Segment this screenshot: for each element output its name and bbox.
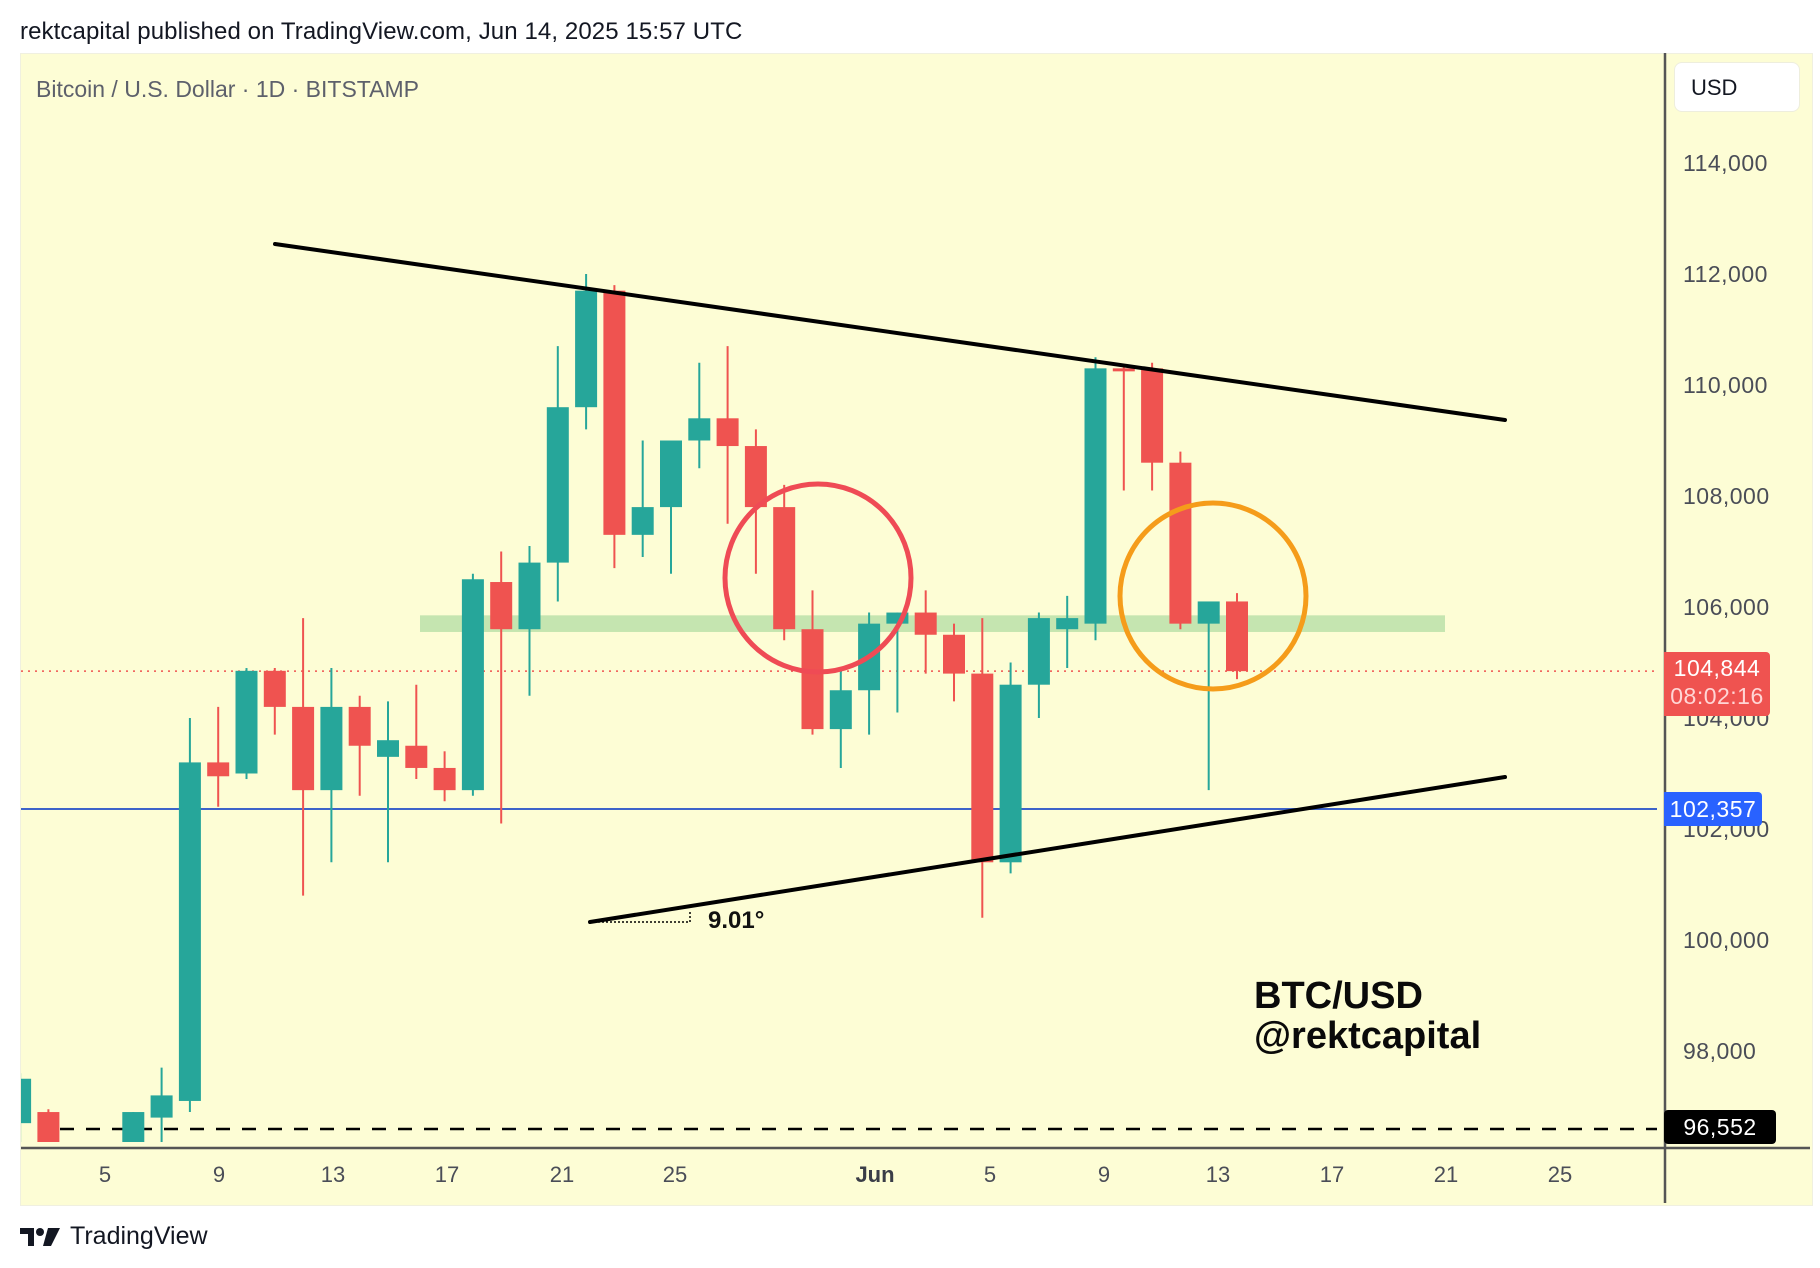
- candle-up: [1084, 368, 1107, 624]
- price-tick: 112,000: [1683, 261, 1768, 287]
- candle-up: [829, 690, 852, 730]
- publish-info: rektcapital published on TradingView.com…: [20, 18, 743, 45]
- candle-down: [405, 745, 428, 768]
- plot-area[interactable]: [9, 242, 1657, 1268]
- price-tick: 106,000: [1683, 594, 1770, 620]
- time-tick: 17: [434, 1162, 460, 1187]
- price-tick: 110,000: [1683, 372, 1768, 398]
- current-price-value: 104,844: [1673, 655, 1761, 681]
- time-tick: 25: [662, 1162, 688, 1187]
- orange-highlight-circle: [1117, 500, 1309, 692]
- angle-marker: [594, 912, 691, 923]
- candle-up: [1027, 618, 1050, 685]
- candle-down: [490, 582, 513, 630]
- price-tick: 108,000: [1683, 483, 1770, 509]
- candle-down: [348, 706, 371, 746]
- candle-up: [631, 507, 654, 535]
- candle-up: [320, 706, 343, 791]
- tradingview-brand: TradingView: [70, 1222, 208, 1250]
- candle-down: [1141, 368, 1164, 463]
- upper-trendline: [273, 242, 1507, 422]
- candle-countdown: 08:02:16: [1670, 683, 1764, 709]
- candle-down: [971, 673, 994, 863]
- candle-down: [1112, 368, 1135, 372]
- candle-up: [1197, 601, 1220, 624]
- time-tick: 5: [983, 1162, 997, 1187]
- candle-up: [886, 612, 909, 624]
- candle-down: [1169, 462, 1192, 624]
- candle-down: [744, 446, 767, 508]
- candle-down: [914, 612, 937, 635]
- candle-up: [518, 562, 541, 630]
- candle-down: [37, 1112, 60, 1142]
- candle-down: [603, 290, 626, 535]
- candle-down: [433, 767, 456, 791]
- watermark-pair: BTC/USD: [1254, 975, 1423, 1017]
- price-tick: 114,000: [1683, 150, 1768, 176]
- candle-up: [461, 579, 484, 791]
- time-tick: 21: [549, 1162, 575, 1187]
- angle-label: 9.01°: [708, 907, 765, 934]
- tradingview-logo[interactable]: TradingView: [20, 1222, 208, 1251]
- time-tick: 5: [98, 1162, 112, 1187]
- time-tick: 9: [1097, 1162, 1111, 1187]
- candle-up: [575, 290, 598, 408]
- tradingview-logo-icon: [20, 1227, 60, 1246]
- time-tick: Jun: [855, 1162, 895, 1187]
- candle-up: [122, 1112, 145, 1142]
- time-tick: 21: [1433, 1162, 1459, 1187]
- candle-down: [1226, 601, 1248, 672]
- price-tick: 98,000: [1683, 1038, 1757, 1064]
- candle-up: [150, 1095, 173, 1118]
- time-tick: 13: [1205, 1162, 1231, 1187]
- candle-up: [21, 1078, 32, 1124]
- currency-button[interactable]: USD: [1674, 62, 1800, 112]
- candle-up: [660, 440, 682, 508]
- time-tick: 9: [212, 1162, 226, 1187]
- candle-down: [801, 629, 824, 730]
- candle-down: [292, 706, 315, 791]
- candle-up: [178, 762, 201, 1101]
- symbol-title: Bitcoin / U.S. Dollar · 1D · BITSTAMP: [36, 76, 419, 102]
- candle-up: [688, 418, 711, 441]
- time-tick: 25: [1547, 1162, 1573, 1187]
- candle-down: [773, 507, 796, 630]
- candle-down: [943, 634, 965, 674]
- watermark: BTC/USD @rektcapital: [1254, 976, 1481, 1056]
- candle-up: [377, 740, 399, 757]
- blue-level-tag: 102,357: [1664, 792, 1762, 826]
- red-highlight-circle: [722, 481, 914, 675]
- watermark-author: @rektcapital: [1254, 1015, 1482, 1057]
- candle-up: [235, 670, 258, 774]
- time-tick: 17: [1319, 1162, 1345, 1187]
- price-tick: 100,000: [1683, 927, 1770, 953]
- current-price-tag: 104,844 08:02:16: [1664, 652, 1770, 716]
- candle-down: [263, 670, 286, 707]
- candle-up: [999, 684, 1022, 863]
- candle-down: [716, 418, 739, 447]
- lower-trendline: [588, 775, 1507, 924]
- time-tick: 13: [320, 1162, 346, 1187]
- dashed-level-tag: 96,552: [1664, 1110, 1776, 1144]
- candle-up: [546, 407, 569, 563]
- candle-down: [207, 762, 230, 777]
- candle-up: [1056, 618, 1079, 630]
